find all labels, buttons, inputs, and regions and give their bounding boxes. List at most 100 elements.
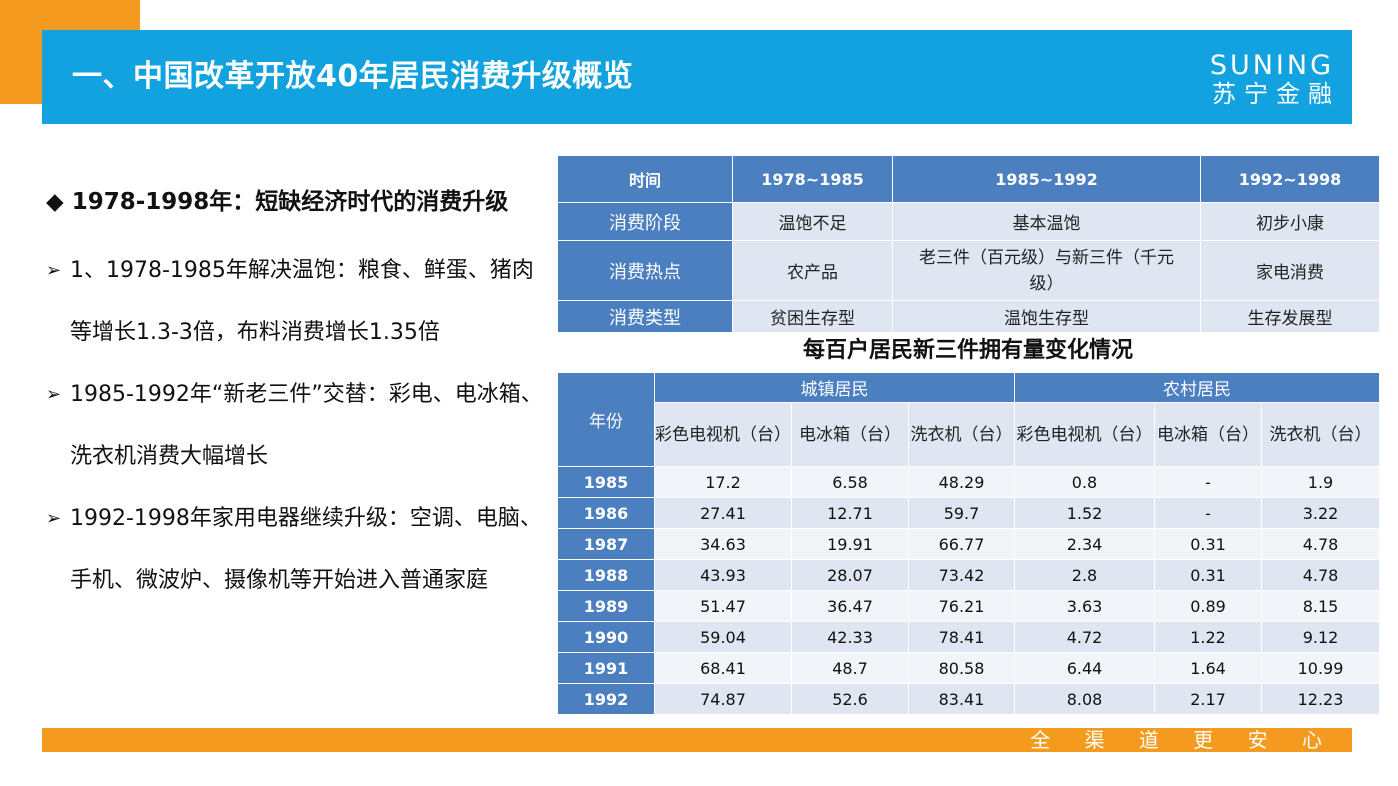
- table-row: 1986 27.41 12.71 59.7 1.52-3.22: [557, 497, 1380, 529]
- bullet-text: 1992-1998年家用电器继续升级：空调、电脑、手机、微波炉、摄像机等开始进入…: [70, 506, 542, 593]
- footer-bar: 全 渠 道 更 安 心: [42, 728, 1352, 752]
- bullet-item: ➢ 1992-1998年家用电器继续升级：空调、电脑、手机、微波炉、摄像机等开始…: [46, 488, 546, 612]
- value-cell: 3.22: [1261, 497, 1380, 529]
- row-label: 消费阶段: [557, 202, 733, 241]
- diamond-icon: ◆: [46, 189, 64, 215]
- year-cell: 1985: [557, 466, 655, 498]
- table-cell: 温饱生存型: [892, 300, 1201, 333]
- value-cell: 0.8: [1014, 466, 1155, 498]
- value-cell: 8.15: [1261, 590, 1380, 622]
- value-cell: 1.64: [1154, 652, 1262, 684]
- table-cell: 温饱不足: [732, 202, 893, 241]
- table-row: 消费热点 农产品 老三件（百元级）与新三件（千元级） 家电消费: [557, 240, 1380, 301]
- value-cell: 3.63: [1014, 590, 1155, 622]
- year-cell: 1988: [557, 559, 655, 591]
- value-cell: 66.77: [908, 528, 1015, 560]
- section-heading: ◆ 1978-1998年：短缺经济时代的消费升级: [46, 186, 546, 218]
- arrow-bullet-icon: ➢: [46, 508, 62, 529]
- table-row: 1990 59.04 42.33 78.41 4.72 1.22 9.12: [557, 621, 1380, 653]
- ownership-table: 年份 城镇居民 农村居民 彩色电视机（台） 电冰箱（台） 洗衣机（台） 彩色电视…: [557, 372, 1380, 715]
- value-cell: 9.12: [1261, 621, 1380, 653]
- bullet-item: ➢ 1985-1992年“新老三件”交替：彩电、电冰箱、洗衣机消费大幅增长: [46, 364, 546, 488]
- row-label: 消费类型: [557, 300, 733, 333]
- table-cell: 贫困生存型: [732, 300, 893, 333]
- value-cell: 17.2: [654, 466, 792, 498]
- suning-logo: SUNING 苏宁金融: [1164, 50, 1334, 109]
- table-cell: 生存发展型: [1200, 300, 1380, 333]
- table-row: 1985 17.2 6.58 48.29 0.8-1.9: [557, 466, 1380, 498]
- value-cell: 51.47: [654, 590, 792, 622]
- value-cell: 2.34: [1014, 528, 1155, 560]
- table-row: 1989 51.47 36.47 76.21 3.63 0.89 8.15: [557, 590, 1380, 622]
- value-cell: 34.63: [654, 528, 792, 560]
- value-cell: 36.47: [791, 590, 909, 622]
- value-cell: 52.6: [791, 683, 909, 715]
- footer-slogan: 全 渠 道 更 安 心: [1030, 728, 1336, 752]
- value-cell: 80.58: [908, 652, 1015, 684]
- value-cell: 0.89: [1154, 590, 1262, 622]
- year-column-header: 年份: [557, 372, 655, 467]
- table-row: 1992 74.87 52.6 83.41 8.08 2.17 12.23: [557, 683, 1380, 715]
- value-cell: 68.41: [654, 652, 792, 684]
- value-cell: 19.91: [791, 528, 909, 560]
- summary-text: ◆ 1978-1998年：短缺经济时代的消费升级 ➢ 1、1978-1985年解…: [46, 180, 546, 612]
- value-cell: 6.44: [1014, 652, 1155, 684]
- value-cell: 83.41: [908, 683, 1015, 715]
- value-cell: 48.7: [791, 652, 909, 684]
- year-cell: 1989: [557, 590, 655, 622]
- table-cell: 老三件（百元级）与新三件（千元级）: [892, 240, 1201, 301]
- table-cell: 初步小康: [1200, 202, 1380, 241]
- value-cell: 6.58: [791, 466, 909, 498]
- logo-text-en: SUNING: [1209, 50, 1334, 81]
- value-cell: 1.22: [1154, 621, 1262, 653]
- value-cell: 4.78: [1261, 528, 1380, 560]
- value-cell: 76.21: [908, 590, 1015, 622]
- value-cell: -: [1154, 497, 1262, 529]
- year-cell: 1990: [557, 621, 655, 653]
- value-cell: 4.72: [1014, 621, 1155, 653]
- value-cell: 73.42: [908, 559, 1015, 591]
- table-cell: 家电消费: [1200, 240, 1380, 301]
- value-cell: 2.17: [1154, 683, 1262, 715]
- value-cell: 59.7: [908, 497, 1015, 529]
- value-cell: -: [1154, 466, 1262, 498]
- page-title: 一、中国改革开放40年居民消费升级概览: [72, 59, 634, 94]
- value-cell: 0.31: [1154, 528, 1262, 560]
- arrow-bullet-icon: ➢: [46, 260, 62, 281]
- logo-text-cn: 苏宁金融: [1212, 80, 1340, 108]
- urban-group-header: 城镇居民: [654, 372, 1015, 403]
- value-cell: 4.78: [1261, 559, 1380, 591]
- value-cell: 12.23: [1261, 683, 1380, 715]
- bullet-text: 1985-1992年“新老三件”交替：彩电、电冰箱、洗衣机消费大幅增长: [70, 382, 543, 469]
- table-row: 1987 34.63 19.91 66.77 2.34 0.31 4.78: [557, 528, 1380, 560]
- table-cell: 基本温饱: [892, 202, 1201, 241]
- year-cell: 1987: [557, 528, 655, 560]
- year-cell: 1991: [557, 652, 655, 684]
- table-row: 1991 68.41 48.7 80.58 6.44 1.64 10.99: [557, 652, 1380, 684]
- column-header: 彩色电视机（台）: [1014, 402, 1155, 467]
- column-header: 洗衣机（台）: [908, 402, 1015, 467]
- row-label: 消费热点: [557, 240, 733, 301]
- value-cell: 78.41: [908, 621, 1015, 653]
- value-cell: 48.29: [908, 466, 1015, 498]
- consumption-stage-table: 时间 1978~1985 1985~1992 1992~1998 消费阶段 温饱…: [557, 155, 1380, 333]
- ownership-table-title: 每百户居民新三件拥有量变化情况: [802, 338, 1133, 363]
- column-header: 彩色电视机（台）: [654, 402, 792, 467]
- year-cell: 1986: [557, 497, 655, 529]
- value-cell: 12.71: [791, 497, 909, 529]
- year-cell: 1992: [557, 683, 655, 715]
- table-header-cell: 时间: [557, 155, 733, 203]
- arrow-bullet-icon: ➢: [46, 384, 62, 405]
- table-cell: 农产品: [732, 240, 893, 301]
- table-header-cell: 1985~1992: [892, 155, 1201, 203]
- value-cell: 74.87: [654, 683, 792, 715]
- table-row: 消费阶段 温饱不足 基本温饱 初步小康: [557, 202, 1380, 241]
- value-cell: 8.08: [1014, 683, 1155, 715]
- column-header: 洗衣机（台）: [1261, 402, 1380, 467]
- value-cell: 10.99: [1261, 652, 1380, 684]
- rural-group-header: 农村居民: [1014, 372, 1380, 403]
- table-header-cell: 1992~1998: [1200, 155, 1380, 203]
- column-header: 电冰箱（台）: [1154, 402, 1262, 467]
- bullet-item: ➢ 1、1978-1985年解决温饱：粮食、鲜蛋、猪肉等增长1.3-3倍，布料消…: [46, 240, 546, 364]
- value-cell: 1.52: [1014, 497, 1155, 529]
